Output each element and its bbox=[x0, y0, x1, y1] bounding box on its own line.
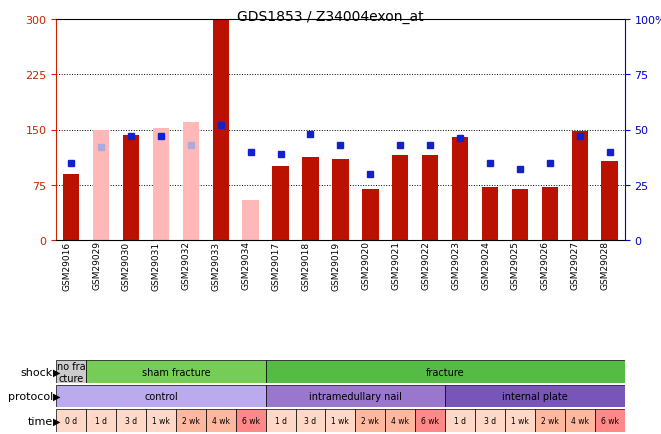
Text: 2 wk: 2 wk bbox=[362, 416, 379, 425]
Bar bbox=[445, 409, 475, 432]
Bar bbox=[56, 385, 266, 408]
Text: ▶: ▶ bbox=[53, 416, 60, 425]
Text: GSM29028: GSM29028 bbox=[601, 241, 609, 290]
Text: 4 wk: 4 wk bbox=[570, 416, 589, 425]
Text: control: control bbox=[144, 391, 178, 401]
Text: GSM29017: GSM29017 bbox=[272, 241, 280, 290]
Text: no fra
cture: no fra cture bbox=[57, 361, 85, 383]
Text: GSM29024: GSM29024 bbox=[481, 241, 490, 289]
Text: 1 wk: 1 wk bbox=[152, 416, 170, 425]
Text: 3 d: 3 d bbox=[305, 416, 317, 425]
Bar bbox=[146, 409, 176, 432]
Text: GSM29025: GSM29025 bbox=[511, 241, 520, 290]
Bar bbox=[422, 156, 438, 241]
Bar bbox=[86, 361, 266, 383]
Bar bbox=[385, 409, 415, 432]
Text: GSM29021: GSM29021 bbox=[391, 241, 401, 290]
Text: intramedullary nail: intramedullary nail bbox=[309, 391, 402, 401]
Text: 3 d: 3 d bbox=[484, 416, 496, 425]
Bar bbox=[266, 409, 295, 432]
Bar bbox=[602, 161, 618, 241]
Text: GDS1853 / Z34004exon_at: GDS1853 / Z34004exon_at bbox=[237, 10, 424, 23]
Bar bbox=[475, 409, 505, 432]
Text: 4 wk: 4 wk bbox=[212, 416, 230, 425]
Bar bbox=[272, 167, 289, 241]
Text: GSM29019: GSM29019 bbox=[331, 241, 340, 290]
Text: GSM29016: GSM29016 bbox=[62, 241, 71, 290]
Bar bbox=[153, 129, 169, 241]
Text: internal plate: internal plate bbox=[502, 391, 568, 401]
Bar bbox=[86, 409, 116, 432]
Text: GSM29020: GSM29020 bbox=[362, 241, 370, 290]
Text: 1 d: 1 d bbox=[95, 416, 107, 425]
Bar bbox=[56, 409, 86, 432]
Bar bbox=[541, 188, 558, 241]
Bar bbox=[505, 409, 535, 432]
Text: GSM29027: GSM29027 bbox=[570, 241, 580, 290]
Bar bbox=[266, 361, 625, 383]
Bar bbox=[266, 385, 445, 408]
Bar bbox=[452, 138, 468, 241]
Bar bbox=[415, 409, 445, 432]
Bar bbox=[295, 409, 325, 432]
Bar bbox=[243, 200, 259, 241]
Text: 6 wk: 6 wk bbox=[421, 416, 439, 425]
Bar bbox=[564, 409, 595, 432]
Text: 4 wk: 4 wk bbox=[391, 416, 409, 425]
Bar bbox=[93, 130, 109, 241]
Bar bbox=[595, 409, 625, 432]
Text: 1 d: 1 d bbox=[274, 416, 287, 425]
Text: GSM29033: GSM29033 bbox=[212, 241, 221, 290]
Text: 2 wk: 2 wk bbox=[182, 416, 200, 425]
Bar bbox=[572, 132, 588, 241]
Bar bbox=[206, 409, 236, 432]
Text: GSM29022: GSM29022 bbox=[421, 241, 430, 289]
Text: 3 d: 3 d bbox=[125, 416, 137, 425]
Bar bbox=[56, 361, 86, 383]
Bar bbox=[482, 188, 498, 241]
Bar bbox=[332, 160, 348, 241]
Text: protocol: protocol bbox=[8, 391, 53, 401]
Text: 1 d: 1 d bbox=[454, 416, 466, 425]
Text: 1 wk: 1 wk bbox=[331, 416, 350, 425]
Text: 6 wk: 6 wk bbox=[601, 416, 619, 425]
Bar bbox=[512, 189, 528, 241]
Bar bbox=[356, 409, 385, 432]
Text: GSM29032: GSM29032 bbox=[182, 241, 191, 290]
Text: GSM29034: GSM29034 bbox=[242, 241, 251, 290]
Text: 6 wk: 6 wk bbox=[242, 416, 260, 425]
Text: ▶: ▶ bbox=[53, 391, 60, 401]
Bar bbox=[325, 409, 356, 432]
Bar bbox=[392, 156, 408, 241]
Text: sham fracture: sham fracture bbox=[141, 367, 210, 377]
Bar bbox=[302, 158, 319, 241]
Text: time: time bbox=[28, 416, 53, 425]
Text: GSM29026: GSM29026 bbox=[541, 241, 550, 290]
Text: GSM29031: GSM29031 bbox=[152, 241, 161, 290]
Bar bbox=[445, 385, 625, 408]
Text: 0 d: 0 d bbox=[65, 416, 77, 425]
Bar bbox=[176, 409, 206, 432]
Bar bbox=[123, 135, 139, 241]
Text: GSM29023: GSM29023 bbox=[451, 241, 460, 290]
Text: ▶: ▶ bbox=[53, 367, 60, 377]
Text: 1 wk: 1 wk bbox=[511, 416, 529, 425]
Bar bbox=[182, 123, 199, 241]
Text: fracture: fracture bbox=[426, 367, 465, 377]
Text: shock: shock bbox=[20, 367, 53, 377]
Text: GSM29029: GSM29029 bbox=[92, 241, 101, 290]
Text: GSM29030: GSM29030 bbox=[122, 241, 131, 290]
Bar bbox=[116, 409, 146, 432]
Bar bbox=[362, 189, 379, 241]
Text: GSM29018: GSM29018 bbox=[301, 241, 311, 290]
Bar bbox=[236, 409, 266, 432]
Text: 2 wk: 2 wk bbox=[541, 416, 559, 425]
Bar bbox=[63, 174, 79, 241]
Bar bbox=[535, 409, 564, 432]
Bar bbox=[212, 21, 229, 241]
